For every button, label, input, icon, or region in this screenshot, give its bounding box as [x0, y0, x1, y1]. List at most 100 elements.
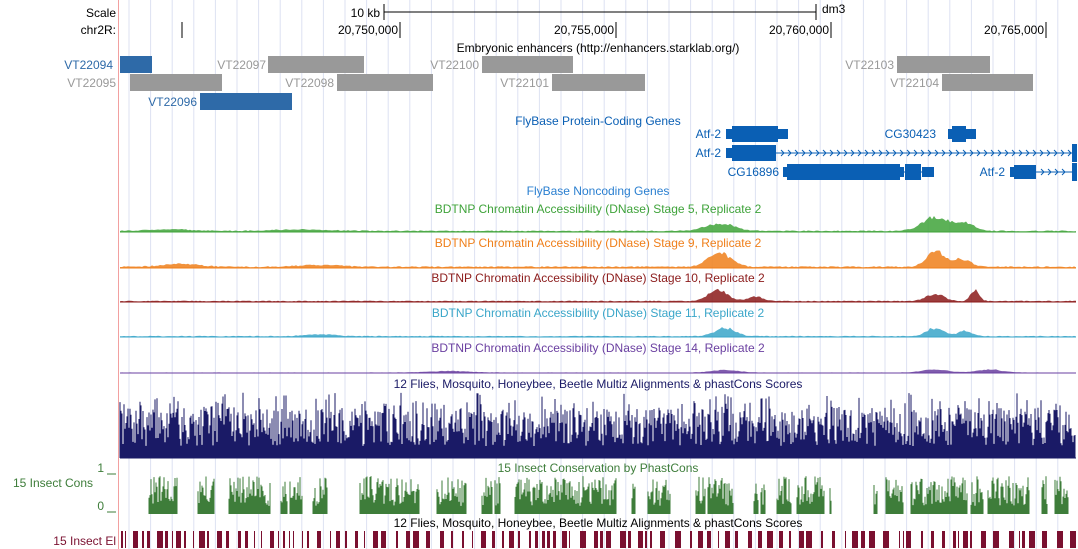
gene-exon[interactable]: [948, 129, 952, 139]
gene-model[interactable]: CG30423: [885, 126, 976, 142]
conserved-element[interactable]: [970, 531, 972, 548]
conserved-element[interactable]: [142, 531, 144, 548]
conserved-element[interactable]: [869, 531, 875, 548]
conserved-element[interactable]: [906, 531, 911, 548]
gene-exon[interactable]: [952, 126, 966, 142]
conserved-element[interactable]: [518, 531, 520, 548]
gene-exon[interactable]: [783, 167, 787, 177]
gene-exon[interactable]: [732, 126, 778, 142]
phastcons-track[interactable]: 15 Insect Cons 1 0 15 Insect Conservatio…: [13, 461, 1069, 514]
enhancer-block[interactable]: [120, 56, 152, 73]
conserved-element[interactable]: [413, 531, 419, 548]
conserved-element[interactable]: [542, 531, 545, 548]
conserved-element[interactable]: [638, 531, 643, 548]
conserved-element[interactable]: [451, 531, 453, 548]
conserved-element[interactable]: [355, 531, 358, 548]
dnase-track[interactable]: BDTNP Chromatin Accessibility (DNase) St…: [120, 271, 1076, 303]
conserved-element[interactable]: [645, 531, 647, 548]
conserved-element[interactable]: [832, 531, 835, 548]
conserved-element[interactable]: [307, 531, 309, 548]
conserved-element[interactable]: [199, 531, 205, 548]
conserved-element[interactable]: [899, 531, 900, 548]
conserved-element[interactable]: [125, 531, 126, 548]
gene-exon[interactable]: [1010, 167, 1014, 177]
conserved-element[interactable]: [184, 531, 186, 548]
enhancer-block[interactable]: [897, 56, 990, 73]
conserved-element[interactable]: [594, 531, 598, 548]
conserved-element[interactable]: [1042, 531, 1047, 548]
conserved-element[interactable]: [675, 531, 681, 548]
conserved-element[interactable]: [426, 531, 430, 548]
conserved-element[interactable]: [193, 531, 194, 548]
conserved-element[interactable]: [690, 531, 692, 548]
enhancers-track[interactable]: Embryonic enhancers (http://enhancers.st…: [64, 41, 1033, 110]
conserved-element[interactable]: [345, 531, 347, 548]
dnase-tracks[interactable]: BDTNP Chromatin Accessibility (DNase) St…: [120, 202, 1076, 374]
conserved-element[interactable]: [278, 531, 279, 548]
conserved-element[interactable]: [725, 531, 730, 548]
conserved-element[interactable]: [172, 531, 173, 548]
conserved-element[interactable]: [254, 531, 255, 548]
conserved-element[interactable]: [238, 531, 241, 548]
conserved-element[interactable]: [660, 531, 665, 548]
conserved-element[interactable]: [799, 531, 804, 548]
enhancer-block[interactable]: [268, 56, 364, 73]
conserved-element[interactable]: [628, 531, 631, 548]
gene-exon[interactable]: [732, 145, 776, 161]
conserved-element[interactable]: [509, 531, 514, 548]
protein-coding-genes-track[interactable]: FlyBase Protein-Coding Genes Atf-2 CG3042…: [515, 114, 1077, 181]
conserved-element[interactable]: [821, 531, 823, 548]
conserved-element[interactable]: [317, 531, 321, 548]
conserved-element[interactable]: [861, 531, 865, 548]
conserved-element[interactable]: [958, 531, 959, 548]
conserved-element[interactable]: [1019, 531, 1020, 548]
gene-exon[interactable]: [1072, 144, 1077, 162]
conserved-element[interactable]: [748, 531, 752, 548]
conserved-element[interactable]: [779, 531, 783, 548]
conserved-element[interactable]: [336, 531, 340, 548]
enhancer-feature[interactable]: VT22100: [430, 56, 573, 73]
conserved-element[interactable]: [472, 531, 473, 548]
conserved-element[interactable]: [707, 531, 711, 548]
conserved-element[interactable]: [735, 531, 738, 548]
gene-exon[interactable]: [1014, 165, 1036, 179]
conserved-element[interactable]: [767, 531, 773, 548]
conserved-element[interactable]: [133, 531, 138, 548]
conserved-element[interactable]: [806, 531, 812, 548]
conserved-element[interactable]: [226, 531, 229, 548]
conserved-element[interactable]: [1057, 531, 1063, 548]
conserved-element[interactable]: [547, 531, 550, 548]
conserved-element[interactable]: [293, 531, 294, 548]
conserved-element[interactable]: [921, 531, 923, 548]
dnase-track[interactable]: BDTNP Chromatin Accessibility (DNase) St…: [120, 306, 1076, 338]
conserved-element[interactable]: [650, 531, 652, 548]
conserved-element[interactable]: [481, 531, 486, 548]
conserved-element[interactable]: [330, 531, 331, 548]
conserved-element[interactable]: [529, 531, 531, 548]
conserved-element[interactable]: [364, 531, 365, 548]
gene-exon[interactable]: [966, 129, 970, 139]
multiz-track[interactable]: 12 Flies, Mosquito, Honeybee, Beetle Mul…: [119, 377, 1076, 459]
conserved-element[interactable]: [373, 531, 378, 548]
conserved-element[interactable]: [147, 531, 150, 548]
enhancer-block[interactable]: [200, 93, 292, 110]
conserved-element[interactable]: [289, 531, 290, 548]
conserved-element[interactable]: [157, 531, 163, 548]
enhancer-block[interactable]: [337, 74, 433, 91]
conserved-element[interactable]: [758, 531, 762, 548]
dnase-track[interactable]: BDTNP Chromatin Accessibility (DNase) St…: [120, 341, 1076, 374]
gene-exon[interactable]: [726, 129, 732, 139]
gene-exon[interactable]: [900, 167, 904, 177]
enhancer-feature[interactable]: VT22095: [67, 74, 222, 91]
conserved-elements-track[interactable]: 12 Flies, Mosquito, Honeybee, Beetle Mul…: [53, 516, 1076, 548]
conserved-element[interactable]: [600, 531, 603, 548]
conserved-element[interactable]: [852, 531, 858, 548]
conserved-element[interactable]: [165, 531, 168, 548]
enhancer-feature[interactable]: VT22104: [890, 74, 1033, 91]
gene-model[interactable]: CG16896: [728, 164, 934, 180]
conserved-element[interactable]: [535, 531, 538, 548]
conserved-element[interactable]: [718, 531, 719, 548]
gene-exon[interactable]: [970, 129, 976, 139]
conserved-element[interactable]: [569, 531, 570, 548]
enhancer-block[interactable]: [552, 74, 645, 91]
